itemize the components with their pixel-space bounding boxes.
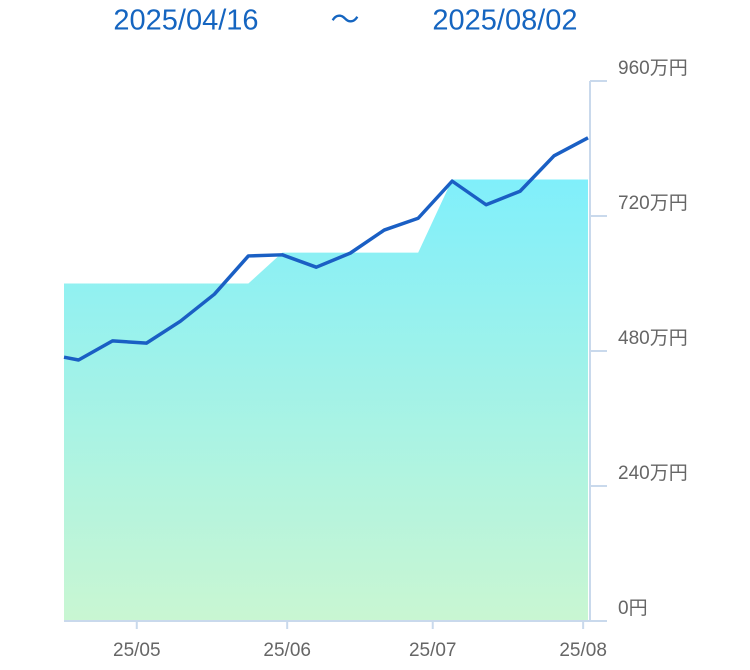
y-tick-label: 240万円 (618, 463, 688, 484)
y-tick-label: 720万円 (618, 193, 688, 214)
y-tick-label: 0円 (618, 598, 648, 619)
start-date: 2025/04/16 (113, 5, 258, 37)
x-tick-label: 25/05 (113, 640, 161, 661)
y-tick-label: 480万円 (618, 328, 688, 349)
principal-area (64, 179, 588, 621)
valuation-line (63, 136, 589, 362)
y-tick-label: 960万円 (618, 58, 688, 79)
end-date: 2025/08/02 (432, 5, 577, 37)
x-tick-label: 25/08 (559, 640, 607, 661)
x-tick-label: 25/07 (409, 640, 457, 661)
separator: 〜 (330, 5, 359, 37)
x-tick-label: 25/06 (263, 640, 311, 661)
